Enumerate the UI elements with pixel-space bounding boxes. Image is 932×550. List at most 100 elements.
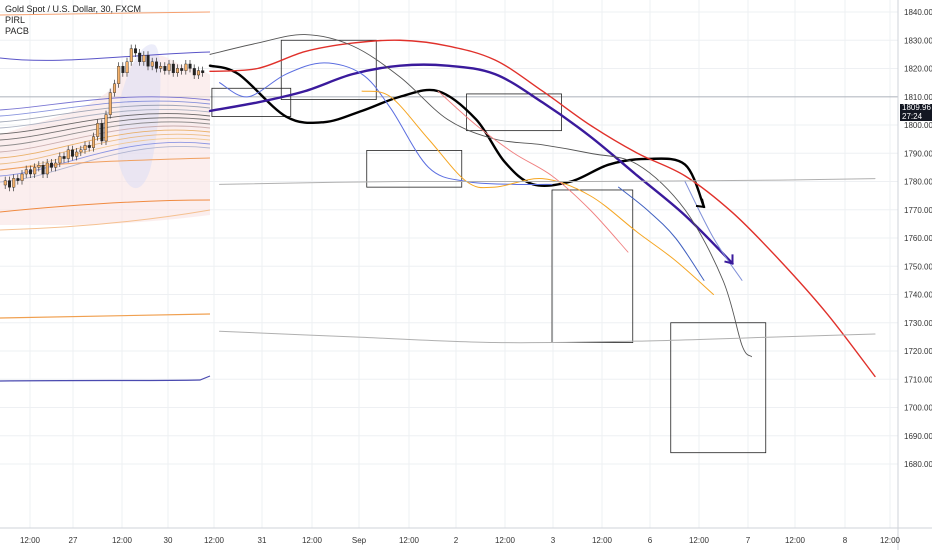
last-price-value: 1809.96 xyxy=(902,103,931,112)
price-tick-label: 1750.00 xyxy=(904,262,932,271)
projection-box xyxy=(366,150,463,188)
price-tick-label: 1840.00 xyxy=(904,8,932,17)
symbol-title[interactable]: Gold Spot / U.S. Dollar, 30, FXCM xyxy=(5,4,142,14)
candle-body xyxy=(117,65,121,84)
time-tick-label: 12:00 xyxy=(112,536,133,545)
time-tick-label: 12:00 xyxy=(399,536,420,545)
time-tick-label: 3 xyxy=(551,536,556,545)
candle-body xyxy=(121,65,125,73)
candle-body xyxy=(104,114,108,142)
time-tick-label: 6 xyxy=(648,536,653,545)
indicator-curve xyxy=(0,125,211,153)
candle-body xyxy=(125,61,129,73)
price-tick-label: 1780.00 xyxy=(904,178,932,187)
candle-body xyxy=(7,180,11,188)
last-price-tag: 1809.96 27:24 xyxy=(900,103,932,121)
time-tick-label: 30 xyxy=(164,536,173,545)
series-forecast-black-thin xyxy=(209,34,752,358)
price-tick-label: 1790.00 xyxy=(904,149,932,158)
price-tick-label: 1710.00 xyxy=(904,375,932,384)
indicator-curve xyxy=(0,100,211,117)
orange-mid xyxy=(0,157,211,171)
candle-body xyxy=(129,48,133,62)
candle-body xyxy=(3,180,7,186)
candle-body xyxy=(83,145,87,150)
candle-body xyxy=(75,151,79,157)
time-tick-label: 12:00 xyxy=(689,536,710,545)
bar-countdown: 27:24 xyxy=(902,111,923,121)
arrowhead-purple xyxy=(724,254,734,265)
lower-purple-line xyxy=(0,375,211,382)
candle-body xyxy=(154,61,158,69)
time-axis[interactable]: 12:00 27 12:00 30 12:00 31 12:00 Sep 12:00 2 12:00… xyxy=(0,527,932,545)
series-gray-lower xyxy=(219,330,876,344)
series-forecast-blue-lower xyxy=(618,186,705,281)
candle-body xyxy=(201,70,205,73)
candle-body xyxy=(70,149,74,157)
time-tick-label: 31 xyxy=(258,536,267,545)
projection-boxes xyxy=(211,39,767,454)
indicator-pirl[interactable]: PIRL xyxy=(5,15,26,25)
candle-body xyxy=(37,164,41,168)
candle-body xyxy=(180,68,184,71)
candle-body xyxy=(108,92,112,115)
candle-body xyxy=(175,68,179,74)
candle-body xyxy=(50,162,54,168)
price-tick-label: 1810.00 xyxy=(904,93,932,102)
candle-body xyxy=(184,63,188,71)
candle-body xyxy=(112,83,116,93)
time-tick-label: 12:00 xyxy=(495,536,516,545)
indicator-pacb[interactable]: PACB xyxy=(5,26,29,36)
time-tick-label: 12:00 xyxy=(20,536,41,545)
time-tick-label: 27 xyxy=(69,536,78,545)
time-tick-label: 8 xyxy=(843,536,848,545)
price-tick-label: 1700.00 xyxy=(904,404,932,413)
projection-box xyxy=(670,322,767,454)
chart-legend: Gold Spot / U.S. Dollar, 30, FXCM PIRL P… xyxy=(5,4,141,37)
price-axis[interactable]: 1840.00 1830.00 1820.00 1810.00 1800.00 1790.… xyxy=(897,0,932,550)
price-tick-label: 1720.00 xyxy=(904,347,932,356)
band-fill-blue xyxy=(118,44,161,189)
price-tick-label: 1690.00 xyxy=(904,432,932,441)
candle-body xyxy=(41,164,45,175)
candle-body xyxy=(33,167,37,175)
time-tick-label: 12:00 xyxy=(204,536,225,545)
top-orange-line xyxy=(0,11,211,16)
candle-body xyxy=(188,63,192,69)
arrowhead-black xyxy=(695,198,706,209)
indicator-curve xyxy=(0,113,211,135)
projection-box xyxy=(211,87,292,117)
upper-envelope xyxy=(0,51,211,61)
price-tick-label: 1760.00 xyxy=(904,234,932,243)
candle-body xyxy=(133,48,137,54)
series-forecast-pink xyxy=(437,90,629,253)
candle-body xyxy=(58,156,62,164)
candle-body xyxy=(16,178,20,181)
candle-body xyxy=(12,178,16,188)
candle-body xyxy=(62,156,66,159)
candle-body xyxy=(196,70,200,76)
series-forecast-orange xyxy=(361,90,714,295)
lower-band-line xyxy=(0,199,211,213)
candle-body xyxy=(171,63,175,74)
time-tick-label: Sep xyxy=(352,536,367,545)
projection-box xyxy=(466,93,562,132)
candle-body xyxy=(138,52,142,63)
price-tick-label: 1820.00 xyxy=(904,65,932,74)
candle-body xyxy=(163,65,167,71)
time-tick-label: 12:00 xyxy=(880,536,901,545)
candle-body xyxy=(96,123,100,137)
series-forecast-blue-thin xyxy=(219,62,553,186)
indicator-curve xyxy=(0,108,211,129)
series-gray-horizontal xyxy=(219,178,876,185)
candle-body xyxy=(91,136,95,148)
series-forecast-red xyxy=(209,39,876,378)
time-tick-label: 12:00 xyxy=(302,536,323,545)
lower-band-line xyxy=(0,209,211,231)
series-forecast-purple-thick xyxy=(208,63,734,265)
candle-body xyxy=(159,65,163,69)
time-tick-label: 7 xyxy=(746,536,751,545)
price-tick-label: 1740.00 xyxy=(904,291,932,300)
candle-body xyxy=(87,145,91,148)
